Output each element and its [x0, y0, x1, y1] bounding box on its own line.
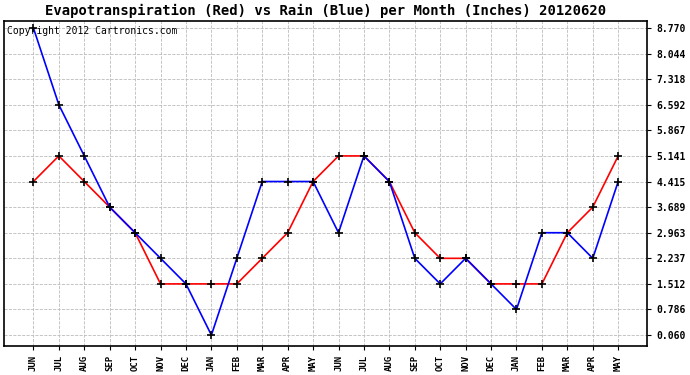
Title: Evapotranspiration (Red) vs Rain (Blue) per Month (Inches) 20120620: Evapotranspiration (Red) vs Rain (Blue) …: [46, 4, 607, 18]
Text: Copyright 2012 Cartronics.com: Copyright 2012 Cartronics.com: [8, 26, 178, 36]
